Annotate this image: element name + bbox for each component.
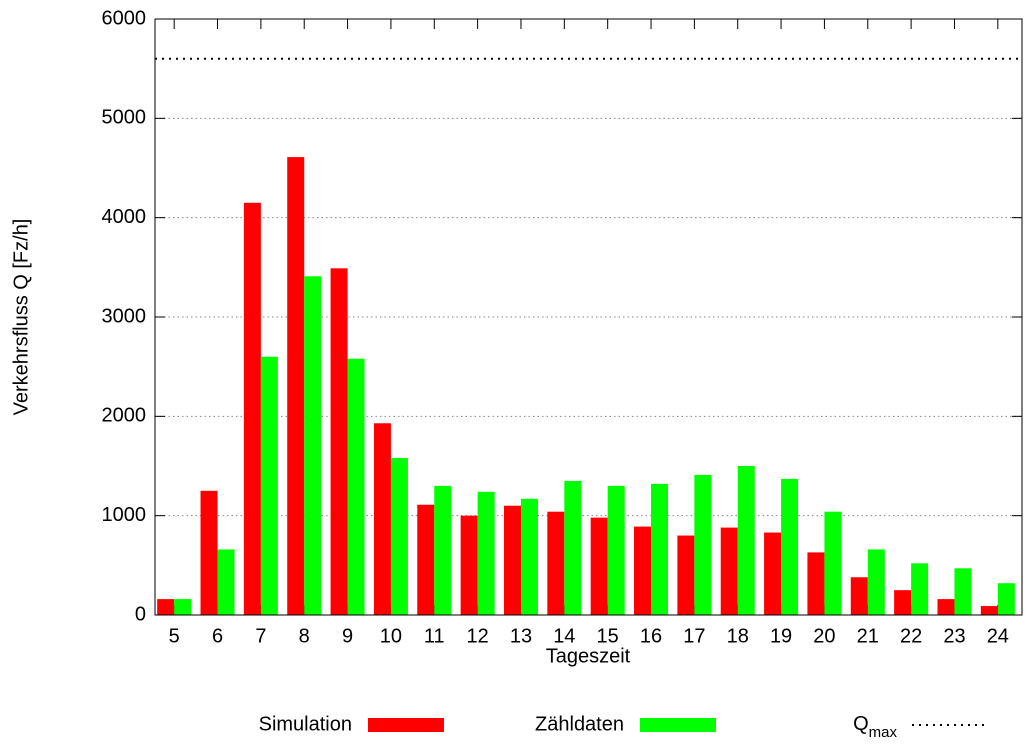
bar xyxy=(330,268,348,615)
bar xyxy=(720,527,738,615)
legend-swatch xyxy=(368,718,444,732)
x-tick-label: 19 xyxy=(770,625,792,647)
bar xyxy=(174,599,192,615)
bar xyxy=(564,480,582,615)
x-tick-label: 17 xyxy=(683,625,705,647)
bar xyxy=(781,478,799,615)
x-tick-label: 23 xyxy=(943,625,965,647)
y-tick-label: 0 xyxy=(135,603,146,625)
x-tick-label: 13 xyxy=(510,625,532,647)
bar xyxy=(850,577,868,615)
y-tick-label: 1000 xyxy=(102,504,147,526)
bar xyxy=(894,590,912,615)
bar xyxy=(460,515,478,615)
bar xyxy=(347,358,365,615)
bar xyxy=(911,563,929,615)
x-tick-label: 5 xyxy=(169,625,180,647)
legend-label: Simulation xyxy=(259,713,352,735)
bar xyxy=(764,532,782,615)
bar xyxy=(217,549,235,615)
y-tick-label: 6000 xyxy=(102,7,147,29)
bar xyxy=(867,549,885,615)
bar xyxy=(157,599,175,615)
bar xyxy=(607,485,625,615)
x-tick-label: 8 xyxy=(299,625,310,647)
legend-label-main: Q xyxy=(853,713,869,735)
bar xyxy=(243,202,261,615)
bar xyxy=(287,157,305,615)
bar xyxy=(260,356,278,615)
y-tick-label: 3000 xyxy=(102,305,147,327)
bar xyxy=(980,606,998,615)
bar xyxy=(304,276,322,615)
bar xyxy=(520,498,538,615)
bar xyxy=(824,511,842,615)
bar xyxy=(937,599,955,615)
y-tick-label: 5000 xyxy=(102,107,147,129)
bar xyxy=(634,526,652,615)
x-tick-label: 15 xyxy=(597,625,619,647)
plot-frame xyxy=(154,18,1023,616)
bar xyxy=(417,504,435,615)
x-tick-label: 7 xyxy=(255,625,266,647)
bar xyxy=(677,535,695,615)
x-tick-label: 10 xyxy=(380,625,402,647)
y-tick-label: 4000 xyxy=(102,206,147,228)
x-tick-label: 22 xyxy=(900,625,922,647)
bar xyxy=(503,505,521,615)
x-tick-label: 24 xyxy=(987,625,1009,647)
x-tick-label: 11 xyxy=(424,625,445,647)
bar xyxy=(434,485,452,615)
y-axis-label: Verkehrsfluss Q [Fz/h] xyxy=(10,219,32,416)
bar xyxy=(373,423,391,615)
legend-label: Zähldaten xyxy=(535,713,624,735)
x-tick-label: 16 xyxy=(640,625,662,647)
bar xyxy=(547,511,565,615)
bar xyxy=(694,474,712,615)
x-tick-label: 21 xyxy=(857,625,879,647)
x-tick-label: 20 xyxy=(813,625,835,647)
legend-label: Qmax xyxy=(853,713,897,741)
bar xyxy=(477,491,495,615)
legend-swatch xyxy=(640,718,716,732)
bar xyxy=(200,490,218,615)
x-tick-label: 12 xyxy=(467,625,489,647)
bar xyxy=(737,466,755,615)
bar xyxy=(651,483,669,615)
bar xyxy=(954,568,972,615)
bar xyxy=(590,517,608,615)
y-tick-label: 2000 xyxy=(102,405,147,427)
bar xyxy=(390,458,408,615)
x-tick-label: 14 xyxy=(553,625,575,647)
x-tick-label: 18 xyxy=(727,625,749,647)
x-tick-label: 9 xyxy=(342,625,353,647)
legend-label-subscript: max xyxy=(869,724,898,741)
x-axis-label: Tageszeit xyxy=(546,645,631,667)
bar xyxy=(807,552,825,615)
x-tick-label: 6 xyxy=(212,625,223,647)
bar xyxy=(997,583,1015,615)
